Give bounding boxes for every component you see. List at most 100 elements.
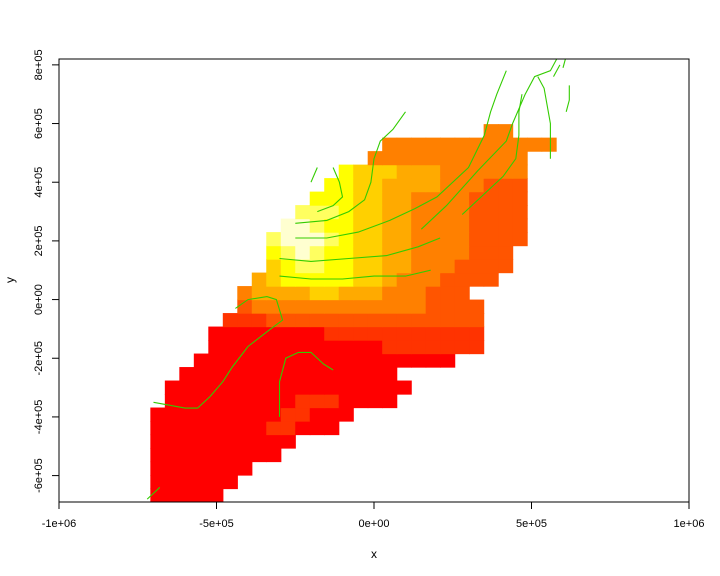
x-axis: -1e+06 -5e+05 0e+00 5e+05 1e+06 xyxy=(42,501,705,530)
heatmap-cell xyxy=(208,353,224,368)
heatmap-cell xyxy=(251,434,267,449)
heatmap-cell xyxy=(309,407,325,422)
heatmap-cell xyxy=(353,245,369,260)
contour-line xyxy=(461,94,523,215)
heatmap-cell xyxy=(454,191,470,206)
heatmap-cell xyxy=(251,326,267,341)
heatmap-cell xyxy=(338,218,354,233)
heatmap-cell xyxy=(208,434,224,449)
heatmap-cell xyxy=(193,407,209,422)
heatmap-cell xyxy=(483,124,499,139)
heatmap-cell xyxy=(469,218,485,233)
heatmap-cell xyxy=(483,259,499,274)
heatmap-cell xyxy=(483,151,499,166)
heatmap-cell xyxy=(382,232,398,247)
heatmap-cell xyxy=(208,488,224,502)
heatmap-cell xyxy=(222,353,238,368)
heatmap-cell xyxy=(266,245,282,260)
contour-line xyxy=(420,59,558,230)
heatmap-cell xyxy=(179,448,195,463)
heatmap-cell xyxy=(353,394,369,409)
x-tick-label: 1e+06 xyxy=(674,518,705,530)
heatmap-cell xyxy=(440,313,456,328)
heatmap-cell xyxy=(208,407,224,422)
heatmap-cell xyxy=(454,205,470,220)
heatmap-cell xyxy=(411,245,427,260)
heatmap-cell xyxy=(469,205,485,220)
heatmap-cell xyxy=(411,326,427,341)
heatmap-cell xyxy=(454,245,470,260)
heatmap-cell xyxy=(541,137,557,152)
heatmap-cell xyxy=(280,313,296,328)
heatmap-cell xyxy=(295,205,311,220)
heatmap-cell xyxy=(425,245,441,260)
heatmap-cell xyxy=(295,421,311,436)
heatmap-cell xyxy=(425,313,441,328)
heatmap-cell xyxy=(382,137,398,152)
heatmap-cell xyxy=(208,448,224,463)
heatmap-cell xyxy=(382,205,398,220)
heatmap-cell xyxy=(222,340,238,355)
heatmap-cell xyxy=(367,340,383,355)
heatmap-cell xyxy=(295,340,311,355)
heatmap-cell xyxy=(512,178,528,193)
heatmap-cell xyxy=(396,164,412,179)
heatmap-cell xyxy=(208,326,224,341)
heatmap-cell xyxy=(266,272,282,287)
heatmap-cell xyxy=(411,164,427,179)
heatmap-cell xyxy=(324,340,340,355)
heatmap-cell xyxy=(324,272,340,287)
heatmap-cell xyxy=(237,353,253,368)
heatmap-cell xyxy=(251,421,267,436)
heatmap-cell xyxy=(179,434,195,449)
heatmap-cell xyxy=(324,313,340,328)
y-tick-label: -4e+05 xyxy=(33,400,45,435)
heatmap-cell xyxy=(324,286,340,301)
heatmap-cell xyxy=(382,353,398,368)
heatmap-cell xyxy=(266,259,282,274)
heatmap-cell xyxy=(266,326,282,341)
heatmap-cell xyxy=(295,367,311,382)
heatmap-cell xyxy=(280,232,296,247)
heatmap-cell xyxy=(193,448,209,463)
heatmap-cell xyxy=(309,259,325,274)
heatmap-cell xyxy=(338,178,354,193)
heatmap-cell xyxy=(411,191,427,206)
heatmap-cell xyxy=(208,394,224,409)
heatmap-cell xyxy=(396,313,412,328)
heatmap-cell xyxy=(309,394,325,409)
heatmap-cell xyxy=(280,299,296,314)
heatmap-cell xyxy=(309,367,325,382)
y-tick-label: 6e+05 xyxy=(33,108,45,139)
heatmap-cell xyxy=(324,259,340,274)
heatmap-cell xyxy=(237,313,253,328)
heatmap-cell xyxy=(309,299,325,314)
heatmap-cell xyxy=(237,421,253,436)
heatmap-cell xyxy=(483,272,499,287)
heatmap-cell xyxy=(411,218,427,233)
heatmap-cell xyxy=(353,205,369,220)
heatmap-cell xyxy=(193,353,209,368)
heatmap-cell xyxy=(164,448,180,463)
heatmap-cell xyxy=(164,421,180,436)
heatmap-cell xyxy=(324,218,340,233)
heatmap-cell xyxy=(237,340,253,355)
heatmap-cell xyxy=(251,448,267,463)
heatmap-cell xyxy=(425,218,441,233)
heatmap-cell xyxy=(295,245,311,260)
heatmap-cell xyxy=(179,488,195,502)
heatmap-cell xyxy=(512,218,528,233)
heatmap-cell xyxy=(498,259,514,274)
heatmap-cell xyxy=(382,259,398,274)
heatmap-cell xyxy=(309,421,325,436)
heatmap-cell xyxy=(338,353,354,368)
heatmap-cell xyxy=(208,421,224,436)
heatmap-cell xyxy=(222,421,238,436)
heatmap-cell xyxy=(164,434,180,449)
contour-line xyxy=(565,85,570,112)
heatmap-cell xyxy=(309,191,325,206)
heatmap-cell xyxy=(425,205,441,220)
heatmap-cell xyxy=(179,380,195,395)
heatmap-cell xyxy=(498,151,514,166)
heatmap-cell xyxy=(367,326,383,341)
